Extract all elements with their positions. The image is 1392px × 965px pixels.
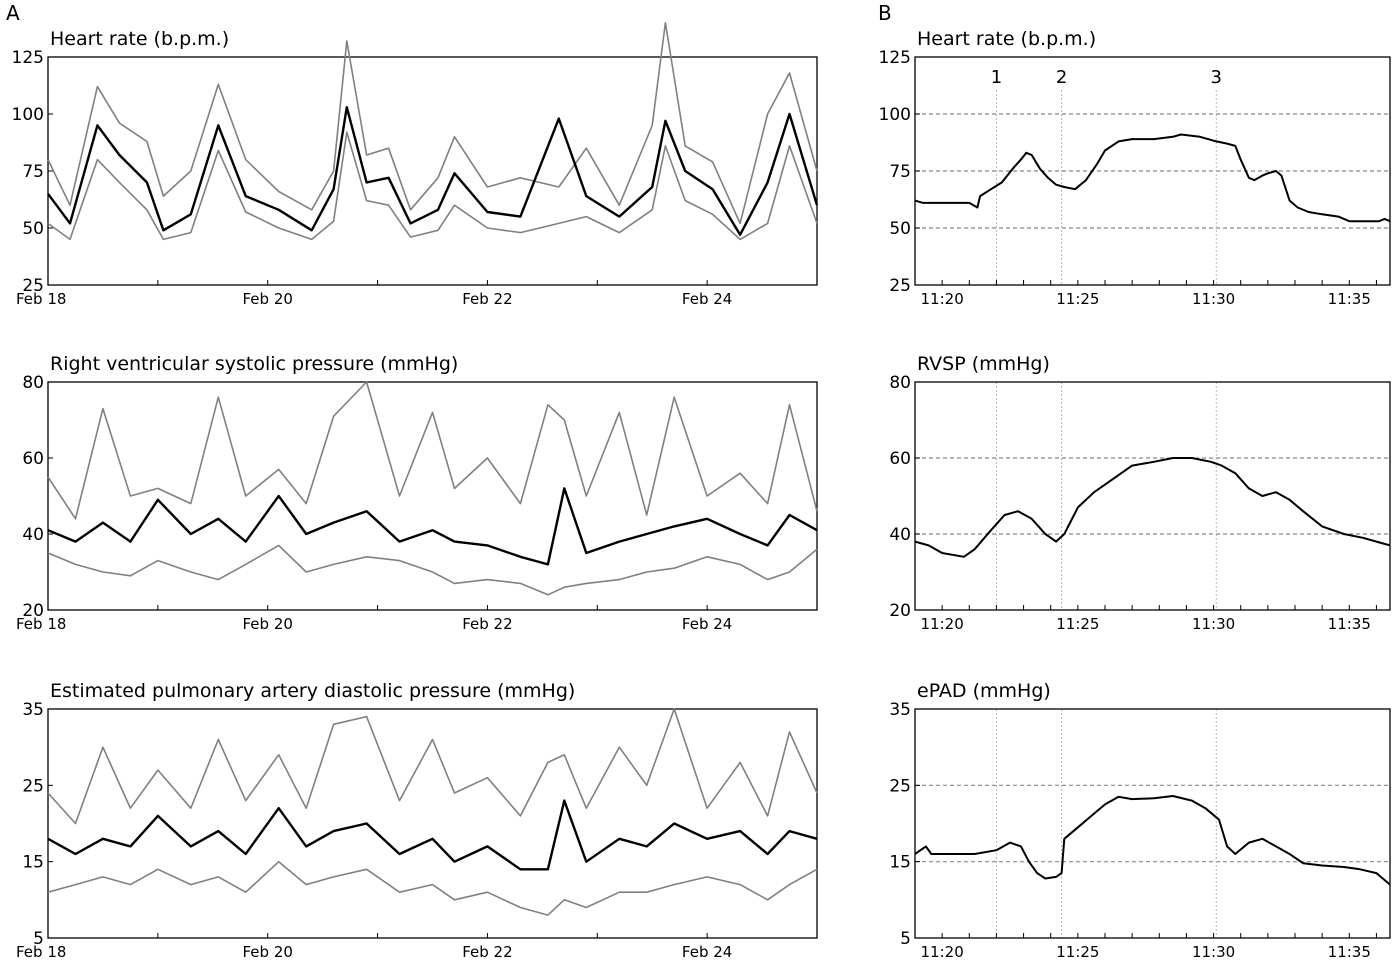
series-line-upper (47, 708, 818, 825)
x-tick-label: 11:20 (921, 943, 964, 961)
y-tick-label: 20 (889, 601, 911, 621)
x-tick-label: Feb 24 (682, 943, 732, 961)
chart-title: Heart rate (b.p.m.) (50, 28, 229, 50)
series-line-value (914, 457, 1391, 558)
x-tick-label: 11:35 (1328, 615, 1371, 633)
x-tick-label: Feb 18 (16, 943, 66, 961)
y-tick-label: 35 (22, 700, 44, 720)
y-tick-label: 80 (889, 373, 911, 393)
y-tick-label: 20 (22, 601, 44, 621)
y-tick-label: 125 (879, 48, 911, 68)
series-line-mean (47, 105, 819, 237)
x-tick-label: 11:30 (1192, 290, 1235, 308)
x-tick-label: 11:20 (921, 615, 964, 633)
y-tick-label: 25 (889, 776, 911, 796)
chart-title: Estimated pulmonary artery diastolic pre… (50, 680, 575, 702)
y-tick-label: 100 (879, 105, 911, 125)
x-tick-label: 11:30 (1192, 615, 1235, 633)
y-tick-label: 15 (889, 853, 911, 873)
y-tick-label: 25 (22, 276, 44, 296)
x-tick-label: 11:35 (1328, 290, 1371, 308)
event-marker-label-1: 1 (991, 67, 1002, 88)
y-tick-label: 15 (22, 853, 44, 873)
x-tick-label: 11:25 (1056, 615, 1099, 633)
x-tick-label: Feb 20 (243, 615, 293, 633)
series-line-lower (47, 544, 818, 596)
series-line-lower (47, 860, 818, 916)
y-tick-label: 75 (22, 162, 44, 182)
x-tick-label: 11:25 (1056, 943, 1099, 961)
y-tick-label: 40 (889, 525, 911, 545)
y-tick-label: 125 (12, 48, 44, 68)
chart-title: ePAD (mmHg) (917, 680, 1051, 702)
y-tick-label: 25 (889, 276, 911, 296)
rvsp-detail-chart: 20 40 60 80 11:20 11:25 11:30 11:35 RVSP (mmHg) (889, 353, 1391, 633)
panel-letter-b: B (878, 1, 892, 25)
y-tick-label: 50 (889, 219, 911, 239)
y-tick-label: 5 (33, 929, 44, 949)
y-tick-label: 25 (22, 776, 44, 796)
event-marker-label-2: 2 (1056, 67, 1067, 88)
heart-rate-trend-chart: 25 50 75 100 125 Feb 18 Feb 20 Feb 22 Feb 24 Hear… (12, 21, 819, 308)
x-tick-label: Feb 22 (462, 943, 512, 961)
y-tick-label: 50 (22, 219, 44, 239)
series-line-upper (47, 381, 818, 520)
chart-title: Heart rate (b.p.m.) (917, 28, 1096, 50)
x-tick-label: Feb 20 (243, 290, 293, 308)
x-tick-label: Feb 18 (16, 615, 66, 633)
y-tick-label: 80 (22, 373, 44, 393)
series-line-mean (47, 799, 818, 871)
series-line-upper (47, 21, 818, 225)
plot-frame (47, 708, 818, 939)
heart-rate-detail-chart: 1 2 3 25 50 75 100 125 11:20 11:25 11:30 11:35 Heart… (879, 28, 1391, 308)
y-tick-label: 40 (22, 525, 44, 545)
x-tick-label: 11:30 (1192, 943, 1235, 961)
y-tick-label: 75 (889, 162, 911, 182)
x-tick-label: Feb 22 (462, 290, 512, 308)
x-tick-label: Feb 20 (243, 943, 293, 961)
x-tick-label: 11:35 (1328, 943, 1371, 961)
x-tick-label: Feb 18 (16, 290, 66, 308)
plot-frame (914, 381, 1391, 611)
chart-title: RVSP (mmHg) (917, 353, 1050, 375)
plot-frame (914, 708, 1391, 939)
epad-detail-chart: 5 15 25 35 11:20 11:25 11:30 11:35 ePAD (mmHg) (889, 680, 1391, 961)
rvsp-trend-chart: 20 40 60 80 Feb 18 Feb 20 Feb 22 Feb 24 Right ve… (16, 353, 818, 633)
y-tick-label: 5 (900, 929, 911, 949)
chart-title: Right ventricular systolic pressure (mmH… (50, 353, 458, 375)
panel-letter-a: A (6, 1, 20, 25)
event-marker-label-3: 3 (1211, 67, 1222, 88)
plot-frame (47, 381, 818, 611)
x-tick-label: 11:25 (1056, 290, 1099, 308)
series-line-mean (47, 487, 818, 566)
x-tick-label: Feb 24 (682, 615, 732, 633)
series-line-value (914, 133, 1391, 223)
x-tick-label: Feb 22 (462, 615, 512, 633)
plot-frame (47, 56, 818, 286)
x-tick-label: 11:20 (921, 290, 964, 308)
y-tick-label: 100 (12, 105, 44, 125)
x-tick-label: Feb 24 (682, 290, 732, 308)
epad-trend-chart: 5 15 25 35 Feb 18 Feb 20 Feb 22 Feb 24 Estimated… (16, 680, 818, 961)
y-tick-label: 60 (22, 449, 44, 469)
series-line-lower (47, 131, 818, 241)
y-tick-label: 60 (889, 449, 911, 469)
series-line-value (914, 795, 1391, 886)
y-tick-label: 35 (889, 700, 911, 720)
